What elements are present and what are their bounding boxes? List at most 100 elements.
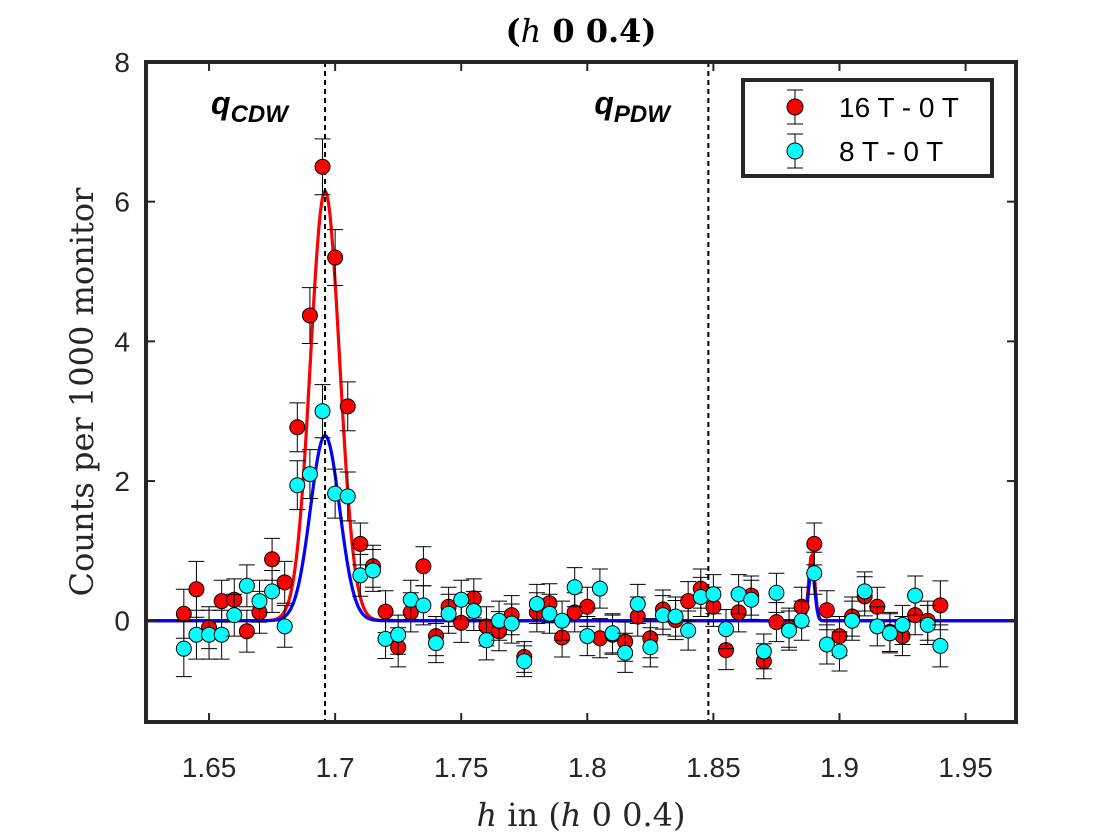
point-16t (301, 307, 318, 324)
legend-marker-8t (786, 142, 804, 160)
title-part: 0 0.4) (541, 12, 656, 50)
xtick-label: 1.9 (820, 752, 859, 783)
point-16t (818, 602, 835, 619)
point-8t (213, 626, 230, 643)
point-8t (554, 612, 571, 629)
point-8t (314, 403, 331, 420)
point-8t (793, 612, 810, 629)
point-16t (377, 603, 394, 620)
x-axis-label: h in (h 0 0.4) (477, 796, 686, 834)
point-8t (238, 577, 255, 594)
title-part: ( (505, 12, 520, 50)
point-8t (806, 565, 823, 582)
point-16t (415, 558, 432, 575)
point-16t (289, 419, 306, 436)
xtick-label: 1.75 (434, 752, 489, 783)
point-16t (806, 535, 823, 552)
labels: qCDW qPDW(h 0 0.4)h in (h 0 0.4)Counts pe… (63, 12, 685, 834)
annotation-main: q (594, 85, 614, 121)
point-8t (226, 607, 243, 624)
point-8t (718, 621, 734, 638)
point-8t (642, 639, 659, 656)
point-8t (781, 622, 798, 639)
point-8t (869, 618, 886, 635)
legend-box (741, 78, 994, 178)
point-8t (440, 605, 457, 622)
xlabel-part: h (561, 796, 582, 834)
point-8t (301, 466, 318, 483)
point-8t (465, 602, 482, 619)
point-16t (264, 551, 281, 568)
point-8t (818, 636, 835, 653)
xtick-label: 1.95 (938, 752, 993, 783)
point-8t (932, 637, 949, 654)
legend-label-16t: 16 T - 0 T (839, 92, 959, 123)
axes: 1.65 1.7 1.75 1.8 1.85 1.9 1.95 0 2 4 6 8 (114, 47, 1018, 783)
point-8t (705, 586, 722, 603)
fit-curves (146, 188, 1016, 623)
title-part: h (521, 12, 542, 50)
point-8t (881, 625, 898, 642)
point-8t (516, 653, 533, 670)
point-8t (629, 595, 646, 612)
ytick-label: 0 (114, 606, 130, 637)
point-8t (831, 643, 848, 660)
point-8t (175, 640, 192, 657)
point-8t (364, 562, 381, 579)
point-8t (453, 591, 470, 608)
point-8t (856, 583, 873, 600)
point-16t (238, 623, 255, 640)
point-8t (667, 608, 684, 625)
annotation-cdw: qCDW (211, 85, 290, 128)
point-16t (327, 249, 344, 266)
point-8t (844, 612, 861, 629)
annotation-sub: PDW (614, 101, 672, 128)
point-8t (251, 593, 268, 610)
point-16t (188, 581, 205, 598)
point-8t (428, 635, 444, 652)
y-axis-label: Counts per 1000 monitor (63, 187, 101, 597)
xtick-label: 1.8 (568, 752, 607, 783)
annotation-pdw: qPDW (594, 85, 672, 128)
point-16t (339, 398, 356, 415)
chart-title: (h 0 0.4) (505, 12, 656, 50)
point-8t (528, 595, 545, 612)
point-8t (907, 587, 924, 604)
point-8t (768, 584, 785, 601)
point-8t (541, 605, 558, 622)
annotation-main: q (211, 85, 231, 121)
point-8t (503, 615, 520, 632)
point-8t (680, 622, 697, 639)
ytick-label: 4 (114, 326, 130, 357)
data-points (175, 138, 949, 680)
point-8t (276, 618, 293, 635)
ytick-label: 8 (114, 47, 130, 78)
xlabel-part: 0 0.4) (581, 796, 685, 834)
legend: 16 T - 0 T 8 T - 0 T (741, 78, 994, 178)
point-16t (314, 158, 331, 175)
xlabel-part: h (477, 796, 498, 834)
point-8t (264, 583, 281, 600)
xlabel-part: in ( (497, 796, 561, 834)
point-8t (566, 579, 583, 596)
legend-marker-16t (786, 98, 804, 116)
point-16t (352, 535, 369, 552)
point-8t (390, 626, 407, 643)
point-16t (175, 605, 192, 622)
point-8t (743, 591, 760, 608)
point-8t (894, 616, 911, 633)
fit-line-8t (146, 433, 1016, 623)
plot-frame (144, 60, 1018, 724)
point-8t (415, 597, 432, 614)
point-8t (289, 477, 306, 494)
xtick-label: 1.85 (686, 752, 741, 783)
xtick-label: 1.65 (182, 752, 237, 783)
point-8t (755, 643, 772, 660)
xtick-label: 1.7 (316, 752, 355, 783)
point-8t (617, 644, 634, 661)
ytick-label: 6 (114, 187, 130, 218)
point-8t (591, 580, 608, 597)
point-16t (276, 574, 293, 591)
